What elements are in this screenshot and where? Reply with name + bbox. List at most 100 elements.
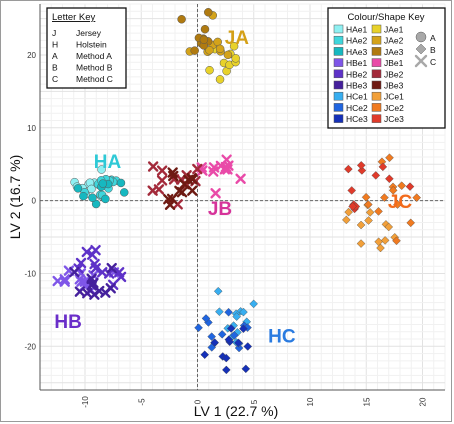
data-point-jae1 [231,54,240,63]
data-point-hce1 [215,307,224,316]
legend-swatch-jae2 [371,35,382,45]
colour-shape-key-box [327,7,446,129]
data-point-jbe1-stroke [197,165,208,176]
letter-key-letter: J [52,28,56,38]
data-point-jae2 [205,46,214,55]
data-point-jce1 [364,216,373,225]
data-point-jbe3-stroke [187,185,198,196]
cluster-label-ha: HA [94,152,122,173]
x-tick-label: 10 [306,397,315,406]
data-point-jce3 [371,171,381,180]
data-point-jae1 [215,75,225,84]
legend-swatch-jae3 [371,47,382,56]
legend-swatch-hce2 [333,103,344,112]
data-point-jbe2 [147,161,159,172]
y-tick-label: -10 [24,269,36,278]
data-point-jbe3-stroke [168,170,179,182]
legend-label-jbe2: JBe2 [384,69,404,79]
data-point-jce2 [364,200,373,209]
data-point-hce3 [234,338,243,348]
data-point-jae3 [177,15,186,24]
letter-key-letter: A [52,51,58,61]
data-point-hbe3-stroke [106,262,117,274]
data-point-jae1 [205,65,214,75]
data-point-jce1 [344,207,353,217]
data-point-hbe3 [105,283,116,294]
data-point-jbe3 [176,187,188,198]
data-point-hbe2-stroke [90,263,101,274]
data-point-hbe3 [69,266,80,278]
cluster-label-ja: JA [225,28,250,49]
letter-key-letter: B [52,63,58,73]
x-tick-label: -5 [137,398,146,406]
data-point-jae3 [199,35,209,45]
data-point-jbe1-stroke [235,173,246,184]
data-point-jce1 [384,222,394,232]
data-point-hae3 [79,191,88,201]
data-point-jce3 [405,182,415,191]
data-point-jbe2-stroke [192,163,203,175]
data-point-jbe2 [147,185,158,196]
data-point-jbe2-stroke [147,185,158,196]
data-point-hbe2 [97,267,108,278]
data-point-jce2 [385,153,394,163]
legend-swatch-hce3 [333,114,344,123]
legend-swatch-jce2 [371,103,382,112]
shape-key-label: C [430,57,436,67]
data-point-hbe1-stroke [79,276,90,287]
data-point-jbe2 [192,163,203,175]
data-point-jce2 [406,218,416,228]
data-point-jbe3 [187,185,198,196]
data-point-jce1 [356,220,366,230]
legend-swatch-jbe1 [371,58,382,67]
letter-key-box [46,7,127,89]
shape-key-label: A [430,33,436,43]
legend-label-hce2: HCe2 [346,103,368,113]
legend-label-jbe3: JBe3 [384,81,404,91]
data-point-hbe2-stroke [81,246,93,258]
legend-swatch-hbe1 [333,58,344,67]
legend-label-jce1: JCe1 [384,92,404,102]
data-point-hce2 [217,330,227,339]
letter-key-meaning: Method B [76,63,113,73]
data-point-jae3 [204,8,213,17]
y-tick-label: 20 [27,51,36,60]
legend-label-hce1: HCe1 [346,92,368,102]
data-point-jbe1-stroke [210,188,221,199]
x-tick-label: 5 [250,399,259,404]
data-point-jbe1 [221,154,232,165]
x-tick-label: -10 [81,396,90,408]
data-point-jce3 [378,162,388,172]
data-point-hce3 [226,324,236,333]
legend-swatch-hae3 [333,47,344,56]
data-point-jbe1-stroke [221,154,232,165]
legend-label-jce3: JCe3 [384,114,404,124]
x-axis-title: LV 1 (22.7 %) [194,403,279,419]
data-point-hce1 [232,312,241,321]
data-point-hbe3 [82,287,93,299]
data-point-jce2 [412,193,421,202]
data-point-hae1 [87,184,96,194]
data-point-hbe3-stroke [87,279,98,290]
letter-key-meaning: Jersey [76,28,102,38]
data-point-hbe3-stroke [82,287,93,299]
data-point-hbe1-stroke [59,276,70,287]
data-point-hbe2 [75,257,87,269]
data-point-jce1 [365,208,375,217]
letter-key-letter: C [52,74,58,84]
data-point-jbe2-stroke [156,175,168,186]
data-point-jbe1 [208,162,220,173]
data-point-hce1 [249,299,258,309]
data-point-jae3 [200,24,210,34]
data-point-hbe1-stroke [74,274,85,285]
data-point-hbe2-stroke [75,257,87,269]
data-point-jbe3 [168,170,179,182]
data-point-hce2 [230,331,239,340]
legend-label-hae1: HAe1 [346,25,368,35]
data-point-hce2 [201,314,211,323]
legend-swatch-hbe3 [333,80,344,90]
legend-swatch-hae1 [333,24,344,34]
data-point-hce1 [213,286,223,296]
data-point-jce2 [393,200,402,209]
legend-swatch-jae1 [371,24,382,34]
